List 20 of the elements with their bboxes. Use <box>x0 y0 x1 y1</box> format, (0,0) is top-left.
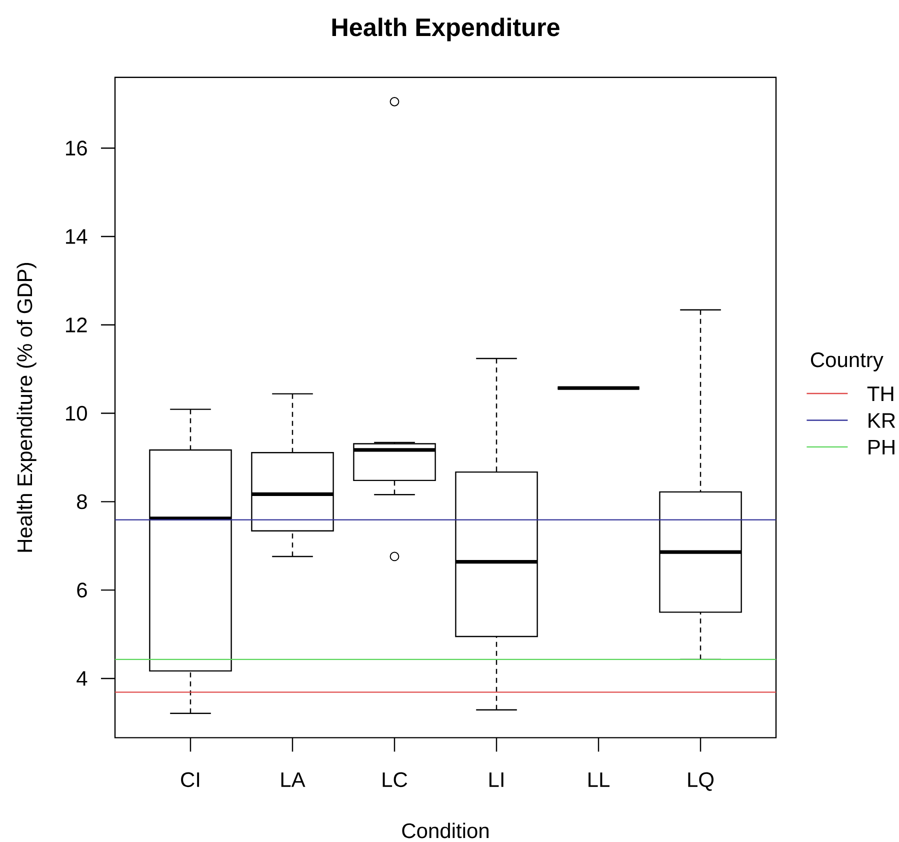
x-tick-label: LI <box>489 772 504 787</box>
legend-title: Country <box>810 352 884 372</box>
x-tick-label: LA <box>281 772 306 787</box>
x-tick-label: LQ <box>688 772 714 791</box>
y-tick-label: 4 <box>76 671 88 686</box>
legend-label: PH <box>868 440 894 454</box>
y-tick-label: 14 <box>66 229 88 244</box>
x-tick-label: LC <box>382 772 408 788</box>
y-tick-label: 16 <box>66 140 87 156</box>
y-tick-label: 12 <box>66 318 87 332</box>
y-axis-title: Health Expenditure (% of GDP) <box>16 262 36 552</box>
x-tick-label: CI <box>181 772 200 788</box>
x-tick-label: LL <box>588 772 610 787</box>
y-tick-label: 10 <box>66 406 87 421</box>
legend-label: KR <box>868 413 896 428</box>
y-tick-label: 6 <box>77 582 87 598</box>
chart-title: Health Expenditure <box>332 18 560 42</box>
x-axis-title: Condition <box>402 822 488 838</box>
legend-label: TH <box>867 386 894 402</box>
y-tick-label: 8 <box>77 494 87 510</box>
